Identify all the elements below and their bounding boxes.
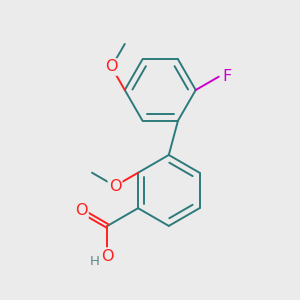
Text: O: O [105, 59, 118, 74]
Text: O: O [75, 203, 88, 218]
Text: F: F [222, 69, 232, 84]
Text: H: H [90, 255, 100, 268]
Text: O: O [109, 178, 121, 194]
Text: O: O [101, 249, 114, 264]
